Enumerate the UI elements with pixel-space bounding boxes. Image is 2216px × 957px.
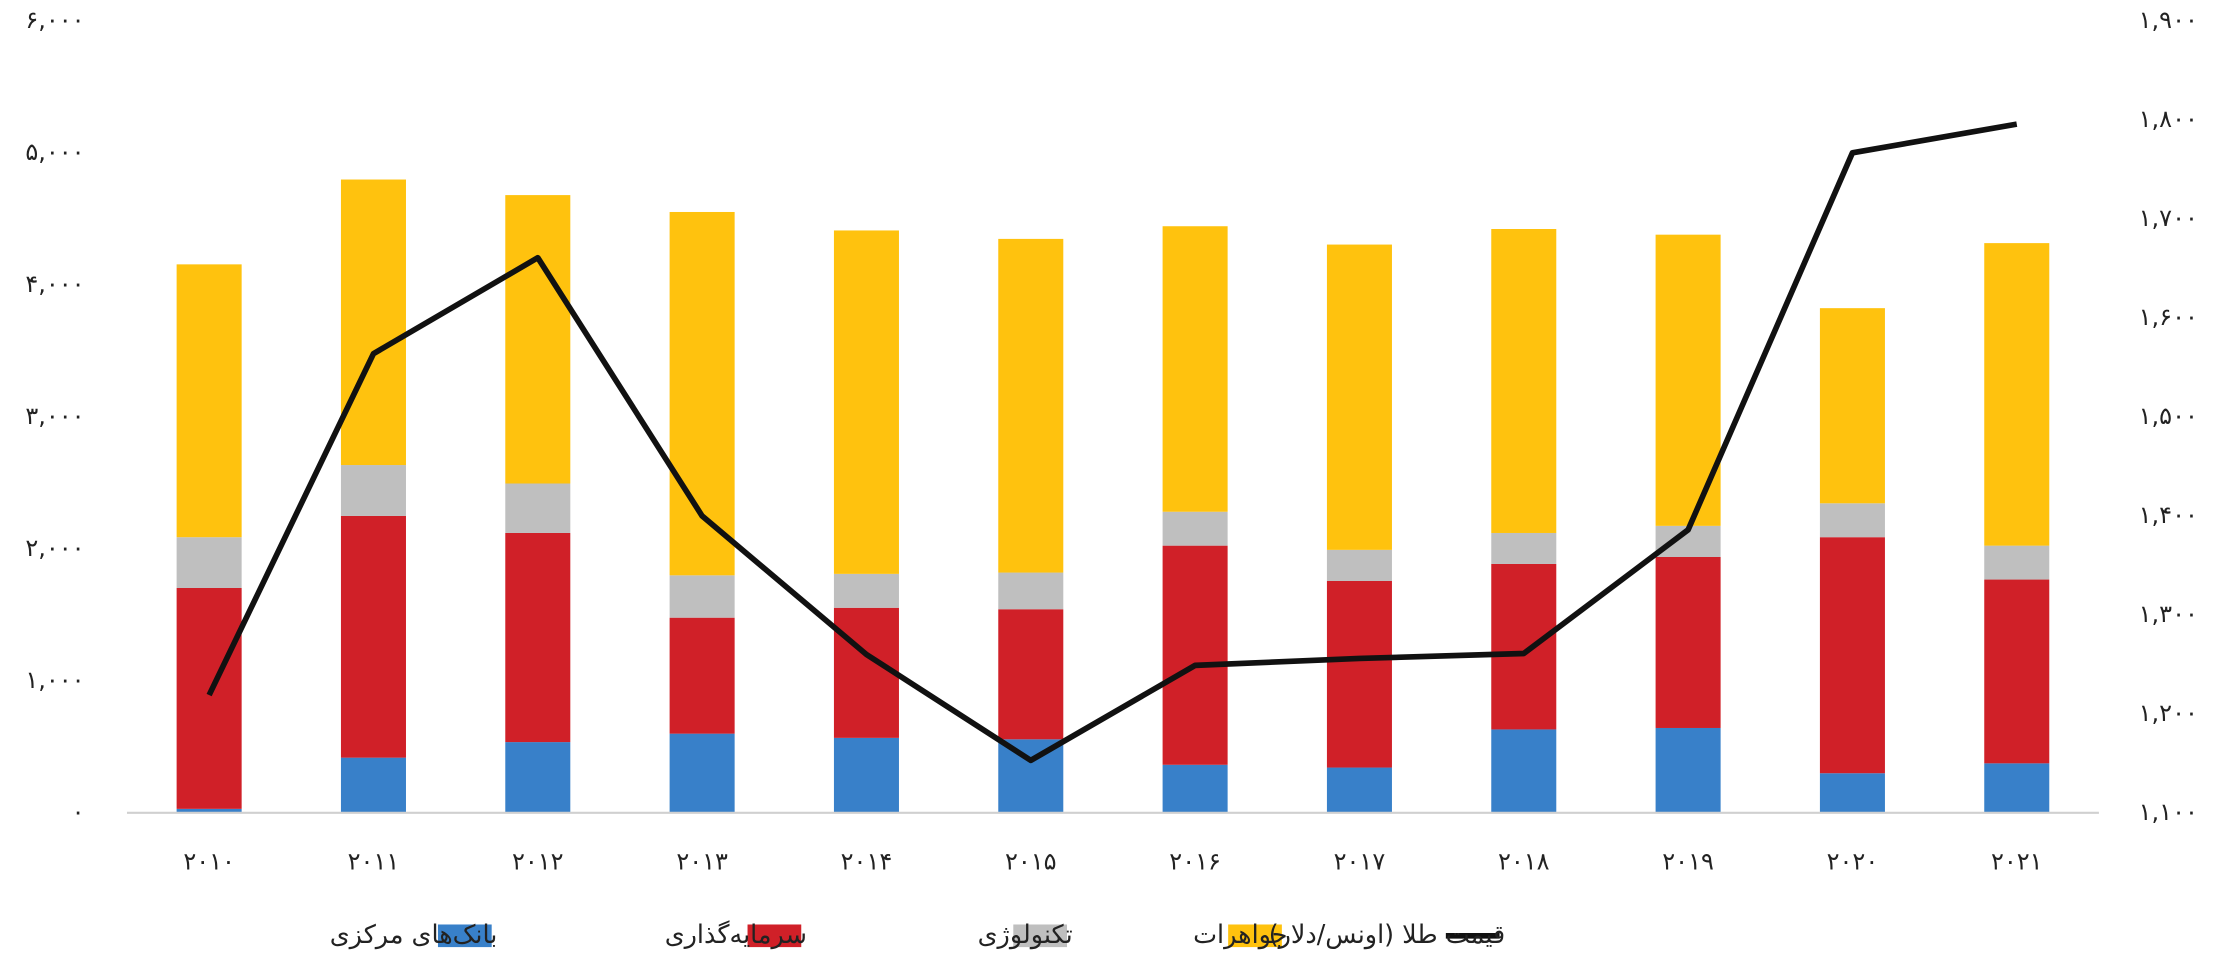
legend-item: جواهرات [1193, 919, 1287, 950]
x-tick-label: ۲۰۱۹ [1662, 847, 1714, 875]
bar [1491, 563, 1557, 730]
bar [669, 575, 735, 618]
bar [998, 238, 1064, 573]
bar [1984, 763, 2050, 813]
legend-swatch [437, 924, 492, 948]
y-tick-label: ۲,۰۰۰ [25, 534, 84, 562]
bar [1326, 581, 1392, 768]
bar [998, 609, 1064, 740]
x-tick-label: ۲۰۱۴ [841, 847, 893, 875]
y2-tick-label: ۱,۷۰۰ [2139, 204, 2198, 232]
bar [669, 211, 735, 576]
legend-swatch [747, 924, 802, 948]
bar [833, 737, 899, 813]
y-tick-label: ۰ [72, 798, 85, 826]
bar [1655, 727, 1721, 813]
x-tick-label: ۲۰۱۱ [348, 847, 400, 875]
legend-swatch [1228, 924, 1282, 948]
bar [1162, 511, 1228, 546]
y-tick-label: ۱,۰۰۰ [25, 666, 84, 694]
y2-tick-label: ۱,۴۰۰ [2139, 501, 2198, 529]
y2-tick-label: ۱,۵۰۰ [2139, 402, 2198, 430]
bar [340, 179, 406, 466]
bar [340, 757, 406, 813]
legend-swatch [1013, 924, 1068, 948]
x-tick-label: ۲۰۱۲ [512, 847, 564, 875]
bar [1819, 537, 1885, 774]
x-tick-label: ۲۰۱۸ [1498, 847, 1550, 875]
bar [1491, 229, 1557, 533]
bar [833, 573, 899, 608]
x-tick-label: ۲۰۱۳ [676, 847, 728, 875]
bar [1984, 545, 2050, 580]
bar [669, 733, 735, 813]
bar [1655, 556, 1721, 728]
bar [505, 742, 571, 813]
bar [176, 808, 242, 813]
bar [505, 532, 571, 743]
x-tick-label: ۲۰۱۵ [1005, 847, 1057, 875]
bar [1491, 532, 1557, 564]
x-tick-label: ۲۰۲۱ [1991, 847, 2043, 875]
bar [1984, 579, 2050, 764]
bar [1491, 729, 1557, 813]
bar [176, 537, 242, 588]
y2-tick-label: ۱,۳۰۰ [2139, 600, 2198, 628]
y-tick-label: ۴,۰۰۰ [25, 270, 84, 298]
bar [340, 465, 406, 516]
x-tick-label: ۲۰۲۰ [1827, 847, 1879, 875]
bar [998, 572, 1064, 610]
bar [176, 587, 242, 809]
bar [1162, 226, 1228, 512]
line [206, 121, 2018, 764]
y2-tick-label: ۱,۸۰۰ [2139, 105, 2198, 133]
bar [833, 230, 899, 574]
legend-item: تکنولوژی [978, 919, 1073, 950]
bar [1162, 545, 1228, 765]
y2-tick-label: ۱,۹۰۰ [2139, 6, 2198, 34]
bar [505, 483, 571, 533]
legend-label: تکنولوژی [978, 919, 1073, 950]
bar [833, 607, 899, 738]
legend-label: بانک‌های مرکزی [330, 919, 498, 950]
legend-label: جواهرات [1193, 919, 1287, 950]
bar [1819, 308, 1885, 504]
bar [1162, 764, 1228, 813]
legend-item: قیمت طلا (اونس/دلار) [1269, 919, 1506, 950]
y2-tick-label: ۱,۲۰۰ [2139, 699, 2198, 727]
y-tick-label: ۳,۰۰۰ [25, 402, 84, 430]
x-tick-label: ۲۰۱۷ [1334, 847, 1386, 875]
legend-label: قیمت طلا (اونس/دلار) [1269, 919, 1506, 950]
legend-item: بانک‌های مرکزی [330, 919, 498, 950]
bar [998, 739, 1064, 813]
bar [1819, 773, 1885, 813]
bar [669, 617, 735, 734]
y2-tick-label: ۱,۱۰۰ [2139, 798, 2198, 826]
bar [1326, 549, 1392, 582]
bar [340, 515, 406, 758]
bar [505, 195, 571, 484]
legend-label: سرمایه‌گذاری [665, 919, 807, 950]
x-tick-label: ۲۰۱۶ [1169, 847, 1221, 875]
y2-tick-label: ۱,۶۰۰ [2139, 303, 2198, 331]
bar [176, 264, 242, 538]
y-tick-label: ۶,۰۰۰ [25, 6, 84, 34]
x-tick-label: ۲۰۱۰ [183, 847, 235, 875]
y-tick-label: ۵,۰۰۰ [25, 138, 84, 166]
bar [1326, 767, 1392, 813]
bar [1326, 244, 1392, 550]
legend-item: سرمایه‌گذاری [665, 919, 807, 950]
bar [1984, 243, 2050, 546]
bar [1819, 503, 1885, 538]
